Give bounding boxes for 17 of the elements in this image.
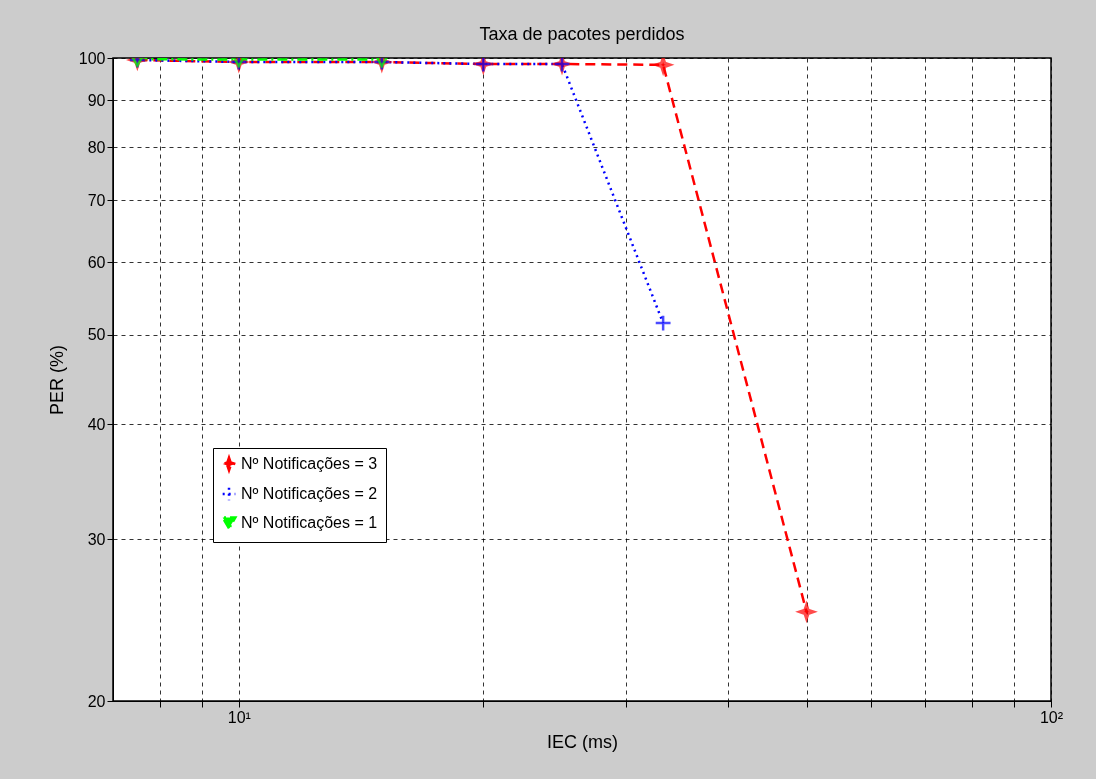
y-tick-label: 100 (78, 49, 106, 67)
y-tick-label: 90 (87, 91, 106, 109)
chart-title: Taxa de pacotes perdidos (479, 24, 685, 44)
y-tick-label: 70 (87, 192, 106, 209)
y-tick-label: 20 (87, 692, 106, 710)
legend-label: Nº Notificações = 2 (241, 485, 378, 502)
x-tick-label: 10¹ (227, 708, 251, 726)
y-tick-label: 60 (87, 253, 106, 271)
x-axis-title: IEC (ms) (547, 731, 618, 752)
legend-label: Nº Notificações = 1 (241, 514, 378, 531)
legend-label: Nº Notificações = 3 (241, 455, 378, 472)
y-axis-title: PER (%) (46, 344, 67, 416)
y-tick-label: 50 (87, 326, 106, 344)
x-tick-label: 10² (1039, 708, 1064, 726)
y-tick-label: 40 (87, 415, 106, 433)
y-tick-label: 80 (87, 138, 106, 156)
y-tick-label: 30 (87, 530, 106, 548)
